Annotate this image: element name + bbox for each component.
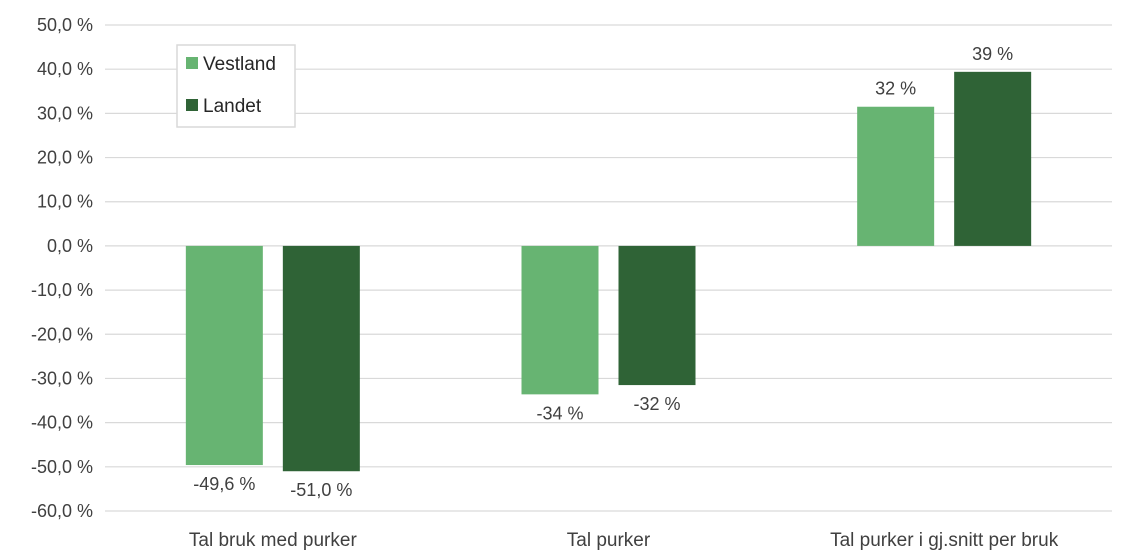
legend-swatch-vestland xyxy=(186,57,198,69)
y-tick-label: -40,0 % xyxy=(31,413,93,433)
x-axis-categories: Tal bruk med purker Tal purker Tal purker … xyxy=(189,530,1059,551)
data-label: 39 % xyxy=(972,44,1013,64)
y-tick-label: 0,0 % xyxy=(47,236,93,256)
bar-vestland xyxy=(857,106,935,246)
y-tick-label: -20,0 % xyxy=(31,324,93,344)
category-label: Tal bruk med purker xyxy=(189,530,358,551)
y-tick-label: 40,0 % xyxy=(37,59,93,79)
bar-vestland xyxy=(185,245,263,466)
legend-box xyxy=(176,44,296,128)
bar-landet xyxy=(282,245,360,472)
y-tick-label: 30,0 % xyxy=(37,103,93,123)
bar-vestland xyxy=(521,245,599,395)
category-label: Tal purker i gj.snitt per bruk xyxy=(830,530,1059,551)
bars xyxy=(185,71,1032,472)
data-label: -49,6 % xyxy=(193,474,255,494)
data-label: -32 % xyxy=(633,394,680,414)
y-tick-label: 50,0 % xyxy=(37,15,93,35)
y-axis-ticks: 50,0 % 40,0 % 30,0 % 20,0 % 10,0 % 0,0 % -10,0… xyxy=(31,15,93,521)
bar-landet xyxy=(954,71,1032,246)
legend-label-vestland: Vestland xyxy=(203,54,276,75)
y-tick-label: -10,0 % xyxy=(31,280,93,300)
y-tick-label: 10,0 % xyxy=(37,192,93,212)
legend-label-landet: Landet xyxy=(203,96,262,117)
y-tick-label: -60,0 % xyxy=(31,501,93,521)
data-label: -51,0 % xyxy=(290,480,352,500)
category-label: Tal purker xyxy=(567,530,651,551)
legend: Vestland Landet xyxy=(176,44,296,128)
data-labels: -49,6 % -51,0 % -34 % -32 % 32 % 39 % xyxy=(193,44,1013,500)
bar-landet xyxy=(618,245,696,386)
data-label: -34 % xyxy=(536,403,583,423)
y-tick-label: -30,0 % xyxy=(31,368,93,388)
legend-swatch-landet xyxy=(186,99,198,111)
y-tick-label: 20,0 % xyxy=(37,148,93,168)
data-label: 32 % xyxy=(875,79,916,99)
y-tick-label: -50,0 % xyxy=(31,457,93,477)
